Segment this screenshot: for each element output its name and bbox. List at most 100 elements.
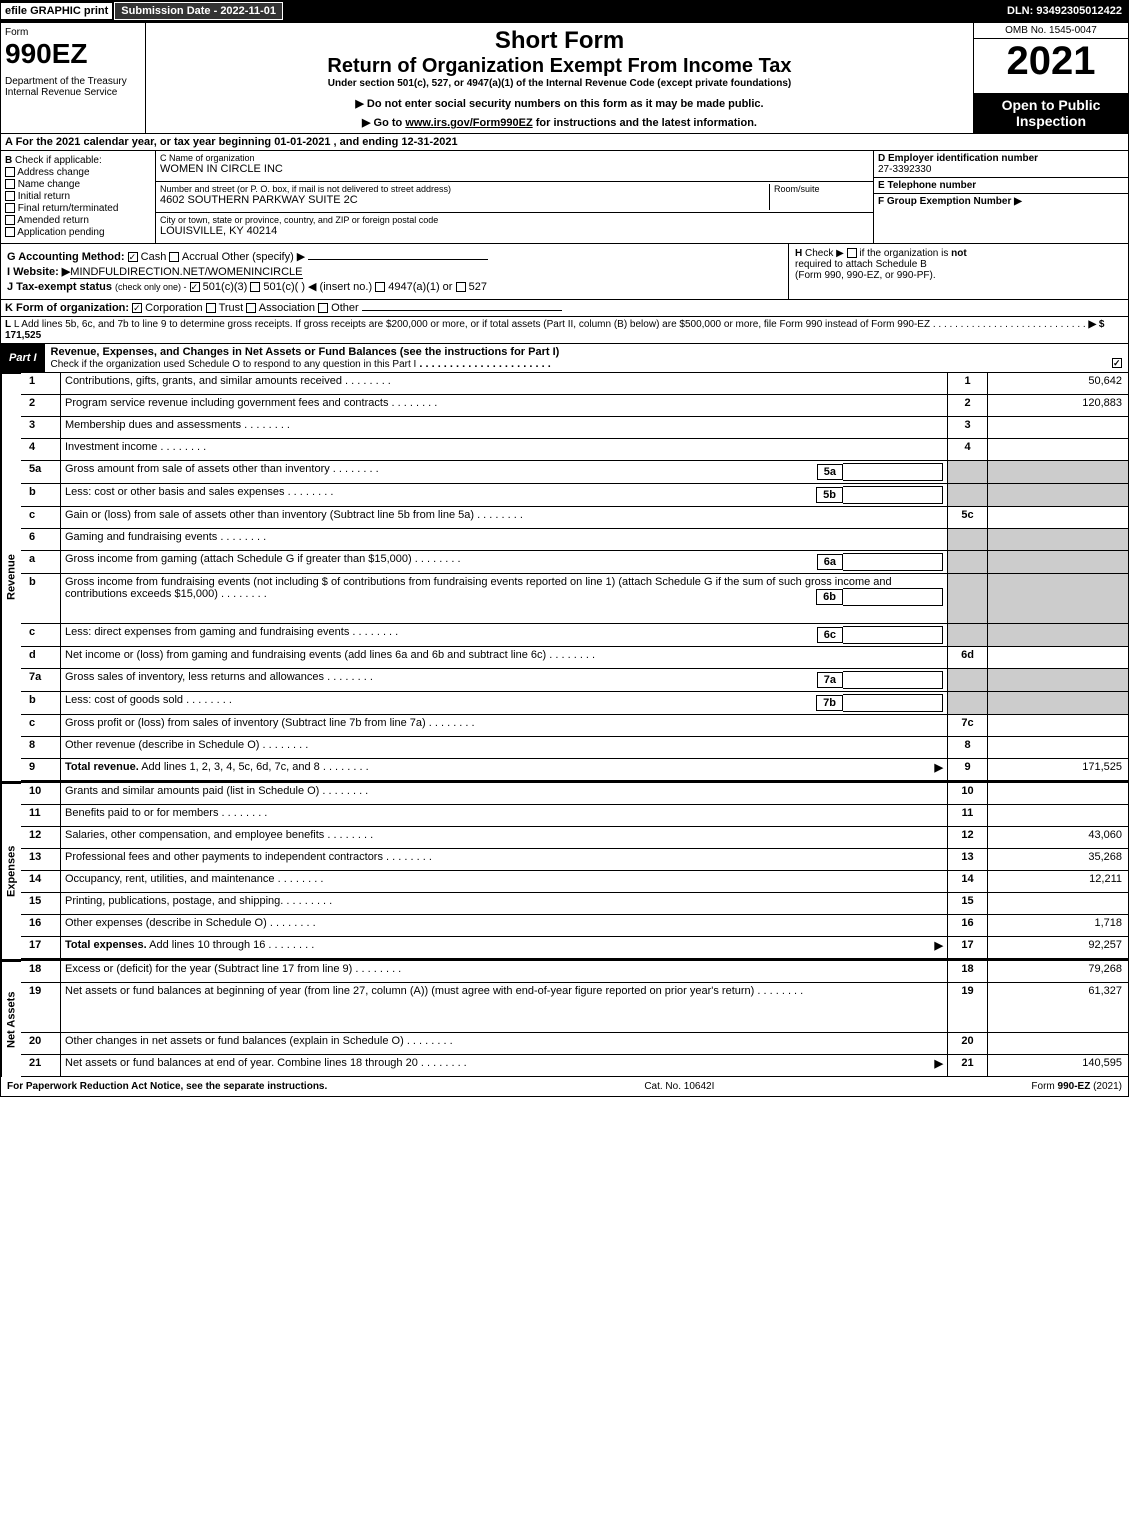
address-change-option[interactable]: Address change	[5, 167, 151, 178]
line-amount	[988, 551, 1128, 574]
trust-checkbox[interactable]	[206, 303, 216, 313]
line-code	[948, 692, 988, 715]
final-return-option[interactable]: Final return/terminated	[5, 203, 151, 214]
line-description: Occupancy, rent, utilities, and maintena…	[61, 871, 948, 893]
line-amount	[988, 574, 1128, 624]
line-number: 2	[21, 395, 61, 417]
ein-label: D Employer identification number	[878, 153, 1124, 164]
line-amount	[988, 737, 1128, 759]
short-form-title: Short Form	[152, 27, 967, 55]
part-1-tab: Part I	[1, 350, 45, 366]
line-number: b	[21, 574, 61, 624]
header-center: Short Form Return of Organization Exempt…	[146, 23, 973, 133]
name-change-option[interactable]: Name change	[5, 179, 151, 190]
line-code: 11	[948, 805, 988, 827]
501c3-checkbox[interactable]	[190, 282, 200, 292]
dln-label: DLN: 93492305012422	[1001, 3, 1128, 19]
line-code	[948, 551, 988, 574]
association-checkbox[interactable]	[246, 303, 256, 313]
other-org-line[interactable]	[362, 310, 562, 311]
line-description: Gross income from gaming (attach Schedul…	[61, 551, 948, 574]
line-amount	[988, 783, 1128, 805]
city-value: LOUISVILLE, KY 40214	[160, 225, 869, 237]
line-description: Gross amount from sale of assets other t…	[61, 461, 948, 484]
other-specify-line[interactable]	[308, 259, 488, 260]
line-amount	[988, 692, 1128, 715]
application-pending-option[interactable]: Application pending	[5, 227, 151, 238]
4947-checkbox[interactable]	[375, 282, 385, 292]
accrual-checkbox[interactable]	[169, 252, 179, 262]
return-title: Return of Organization Exempt From Incom…	[152, 55, 967, 78]
irs-link[interactable]: www.irs.gov/Form990EZ	[405, 117, 532, 129]
submission-date: Submission Date - 2022-11-01	[114, 2, 283, 20]
line-code: 19	[948, 983, 988, 1033]
catalog-number: Cat. No. 10642I	[644, 1081, 714, 1092]
section-label: Revenue	[1, 373, 21, 781]
line-code	[948, 574, 988, 624]
line-code: 2	[948, 395, 988, 417]
other-org-checkbox[interactable]	[318, 303, 328, 313]
cash-checkbox[interactable]	[128, 252, 138, 262]
line-description: Gross sales of inventory, less returns a…	[61, 669, 948, 692]
goto-line: ▶ Go to www.irs.gov/Form990EZ for instru…	[152, 116, 967, 129]
line-number: 19	[21, 983, 61, 1033]
line-number: c	[21, 507, 61, 529]
row-l-gross-receipts: L L Add lines 5b, 6c, and 7b to line 9 t…	[0, 317, 1129, 344]
line-number: 4	[21, 439, 61, 461]
line-code	[948, 461, 988, 484]
h-checkbox[interactable]	[847, 248, 857, 258]
org-name-row: C Name of organization WOMEN IN CIRCLE I…	[156, 151, 873, 182]
line-amount: 50,642	[988, 373, 1128, 395]
schedule-o-checkbox[interactable]	[1112, 358, 1122, 368]
line-description: Less: cost of goods sold . . . . . . . .…	[61, 692, 948, 715]
k-label: K Form of organization:	[5, 302, 129, 314]
street-row: Number and street (or P. O. box, if mail…	[156, 182, 873, 213]
line-number: c	[21, 624, 61, 647]
amended-return-option[interactable]: Amended return	[5, 215, 151, 226]
line-number: 5a	[21, 461, 61, 484]
netassets-table: Net Assets18Excess or (deficit) for the …	[0, 959, 1129, 1077]
street-value: 4602 SOUTHERN PARKWAY SUITE 2C	[160, 194, 769, 206]
paperwork-notice: For Paperwork Reduction Act Notice, see …	[7, 1081, 327, 1092]
line-description: Total expenses. Add lines 10 through 16 …	[61, 937, 948, 959]
line-number: d	[21, 647, 61, 669]
check-if-label: Check if applicable:	[15, 155, 102, 166]
line-code: 5c	[948, 507, 988, 529]
line-description: Other expenses (describe in Schedule O) …	[61, 915, 948, 937]
line-description: Net assets or fund balances at beginning…	[61, 983, 948, 1033]
open-to-public: Open to Public Inspection	[974, 93, 1128, 133]
line-number: 18	[21, 961, 61, 983]
line-code: 17	[948, 937, 988, 959]
accounting-method-line: G Accounting Method: Cash Accrual Other …	[7, 250, 782, 263]
line-description: Grants and similar amounts paid (list in…	[61, 783, 948, 805]
501c-checkbox[interactable]	[250, 282, 260, 292]
line-amount: 171,525	[988, 759, 1128, 781]
header-left: Form 990EZ Department of the Treasury In…	[1, 23, 146, 133]
line-description: Program service revenue including govern…	[61, 395, 948, 417]
line-number: 8	[21, 737, 61, 759]
line-code: 4	[948, 439, 988, 461]
group-exemption-label: F Group Exemption Number ▶	[878, 196, 1022, 207]
form-number: 990EZ	[5, 38, 141, 70]
line-description: Printing, publications, postage, and shi…	[61, 893, 948, 915]
line-code: 18	[948, 961, 988, 983]
line-amount	[988, 715, 1128, 737]
line-description: Salaries, other compensation, and employ…	[61, 827, 948, 849]
section-label: Net Assets	[1, 961, 21, 1077]
line-code	[948, 529, 988, 551]
line-description: Benefits paid to or for members . . . . …	[61, 805, 948, 827]
initial-return-option[interactable]: Initial return	[5, 191, 151, 202]
corporation-checkbox[interactable]	[132, 303, 142, 313]
line-description: Excess or (deficit) for the year (Subtra…	[61, 961, 948, 983]
line-number: 15	[21, 893, 61, 915]
line-code: 14	[948, 871, 988, 893]
527-checkbox[interactable]	[456, 282, 466, 292]
form-word: Form	[5, 27, 141, 38]
line-code: 13	[948, 849, 988, 871]
form-reference: Form 990-EZ (2021)	[1031, 1081, 1122, 1092]
line-code: 20	[948, 1033, 988, 1055]
under-section: Under section 501(c), 527, or 4947(a)(1)…	[152, 78, 967, 89]
col-b-checkboxes: B Check if applicable: Address change Na…	[1, 151, 156, 243]
org-name-value: WOMEN IN CIRCLE INC	[160, 163, 869, 175]
omb-number: OMB No. 1545-0047	[974, 23, 1128, 39]
